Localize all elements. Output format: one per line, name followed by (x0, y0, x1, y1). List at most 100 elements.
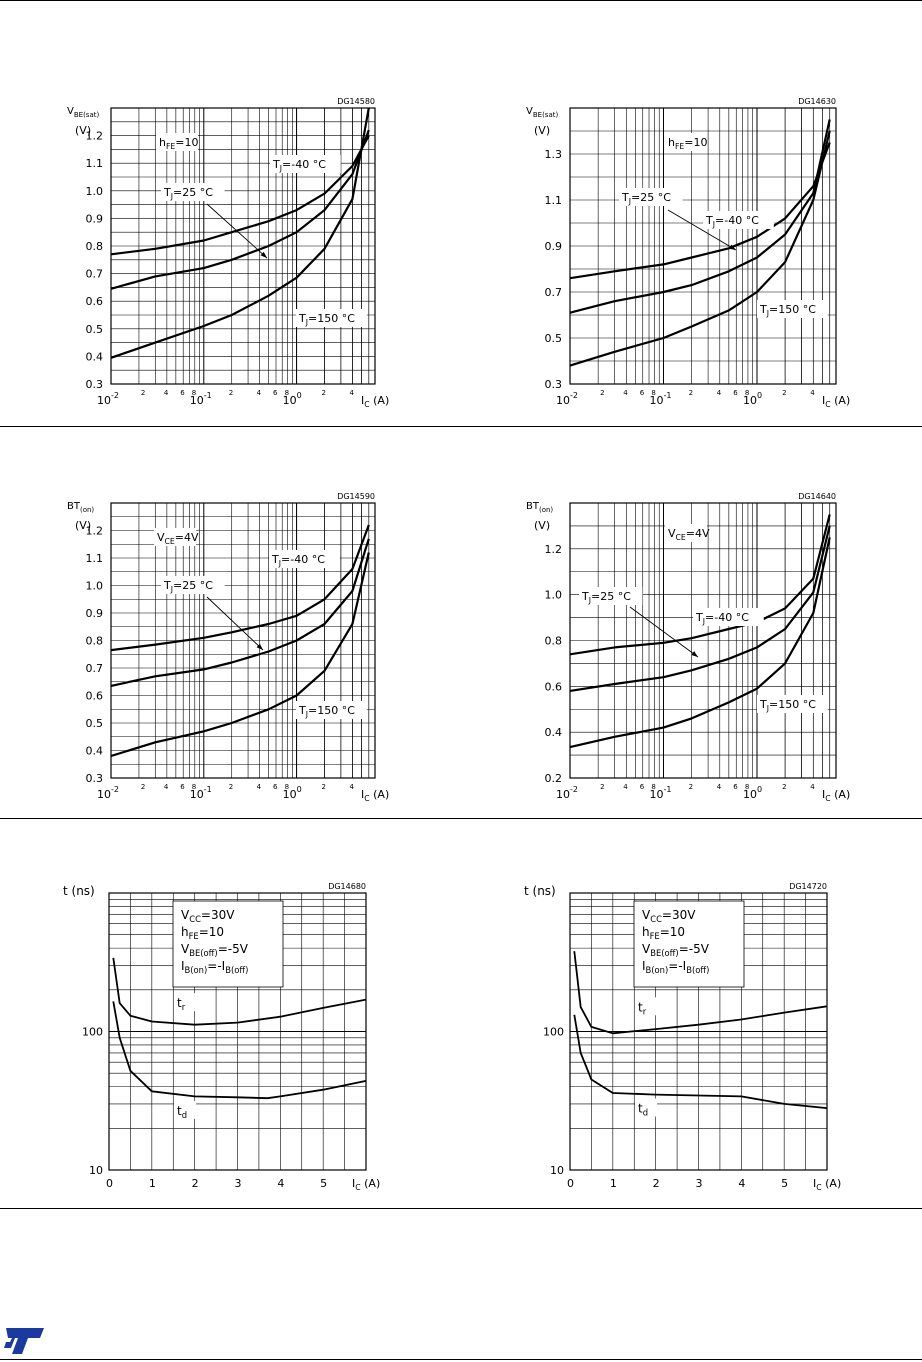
c2-y-tick-label: 0.7 (86, 662, 104, 675)
c2-x-minor-tick-label: 2 (229, 783, 233, 791)
c2-x-minor-tick-label: 6 (273, 783, 278, 791)
c1-note-1: TJ=25 °C (621, 191, 671, 206)
c1-note-2: TJ=-40 °C (705, 214, 759, 229)
c2-note-bg (161, 576, 225, 594)
c0-x-minor-tick-label: 4 (349, 389, 354, 397)
c2-y-tick-label: 0.8 (86, 635, 104, 648)
c3-x-minor-tick-label: 2 (600, 783, 604, 791)
c2-y-tick-label: 0.9 (86, 607, 104, 620)
c2-note-0: VCE=4V (157, 531, 199, 546)
c1-note-bg (619, 188, 683, 206)
c3-x-minor-tick-label: 4 (717, 783, 722, 791)
c5-legend-line-3: IB(on)=-IB(off) (642, 959, 709, 975)
c1-x-minor-tick-label: 2 (782, 389, 786, 397)
c4-x-tick-label: 4 (277, 1177, 284, 1190)
c3-y-tick-label: 0.4 (545, 726, 563, 739)
bottom-rule (0, 1359, 922, 1360)
c5-series-0-line (573, 951, 828, 1035)
c0-x-tick-label: 10-2 (97, 391, 119, 407)
c1-x-axis-label: IC (A) (822, 394, 850, 409)
c2-x-axis-label: IC (A) (361, 788, 389, 803)
c0-y-tick-label: 0.6 (86, 295, 104, 308)
c1-x-minor-tick-label: 8 (651, 389, 655, 397)
st-logo (4, 1328, 44, 1354)
c0-y-axis-unit: (V) (75, 124, 91, 137)
c1-x-minor-tick-label: 2 (689, 389, 693, 397)
c4-legend-box (172, 900, 284, 988)
c1-x-tick-label: 100 (743, 391, 762, 407)
c0-x-minor-tick-label: 4 (164, 389, 169, 397)
c2-note-bg (269, 550, 340, 568)
c5-x-tick-label: 1 (610, 1177, 617, 1190)
c3-series-0-line (569, 514, 831, 656)
c2-pointer-arrow (206, 596, 264, 651)
section-rule-2 (0, 818, 922, 819)
c1-x-minor-tick-label: 4 (717, 389, 722, 397)
c2-series-2-line (110, 552, 370, 758)
c5-legend-line-0: VCC=30V (642, 908, 696, 924)
c5-y-tick-label: 100 (543, 1026, 564, 1039)
c1-pointer-arrowhead (729, 244, 736, 250)
c0-x-tick-label: 10-1 (190, 391, 212, 407)
c1-y-tick-label: 0.5 (545, 332, 563, 345)
c2-y-tick-label: 1.2 (86, 525, 104, 538)
c4-x-tick-label: 1 (149, 1177, 156, 1190)
c2-series-1-line (110, 538, 370, 687)
c1-x-minor-tick-label: 8 (745, 389, 749, 397)
c4-label-bg (174, 993, 196, 1012)
c3-note-3: TJ=150 °C (759, 698, 816, 713)
c3-series-1-line (569, 525, 831, 692)
c3-note-1: TJ=25 °C (581, 590, 631, 605)
c2-y-axis-unit: (V) (75, 519, 91, 532)
c3-x-minor-tick-label: 4 (623, 783, 628, 791)
c3-y-tick-label: 1.0 (545, 589, 563, 602)
c4-y-axis-label: t (ns) (63, 884, 95, 898)
c3-x-axis-label: IC (A) (822, 788, 850, 803)
c0-x-minor-tick-label: 2 (229, 389, 233, 397)
c3-x-tick-label: 10-2 (556, 785, 578, 801)
c0-x-minor-tick-label: 2 (141, 389, 145, 397)
c0-y-tick-label: 1.1 (86, 157, 104, 170)
c3-series-2-line (569, 537, 831, 749)
c3-x-minor-tick-label: 6 (640, 783, 645, 791)
c3-note-bg (665, 524, 707, 542)
c2-figure-code: DG14590 (337, 492, 375, 501)
c0-note-bg (296, 309, 367, 327)
c3-note-bg (693, 608, 764, 626)
c3-note-2: TJ=-40 °C (695, 611, 749, 626)
c1-y-tick-label: 1.1 (545, 194, 563, 207)
c5-label-bg (635, 997, 657, 1016)
c1-x-minor-tick-label: 6 (640, 389, 645, 397)
c0-series-0-line (110, 135, 370, 256)
c0-series-1-line (110, 129, 370, 290)
c0-pointer-arrow (206, 203, 268, 259)
c1-note-bg (703, 211, 774, 229)
c3-x-minor-tick-label: 2 (689, 783, 693, 791)
c3-x-minor-tick-label: 6 (733, 783, 738, 791)
c1-x-minor-tick-label: 6 (733, 389, 738, 397)
c0-y-axis-label: VBE(sat) (67, 106, 99, 119)
c4-y-tick-label: 100 (82, 1026, 103, 1039)
top-rule (0, 0, 922, 1)
c5-x-tick-label: 0 (567, 1177, 574, 1190)
c3-y-tick-label: 0.6 (545, 680, 563, 693)
c2-note-2: TJ=25 °C (163, 579, 213, 594)
c4-x-axis-label: IC (A) (352, 1177, 380, 1192)
c0-note-2: TJ=25 °C (163, 186, 213, 201)
c5-curve-label-tr: tr (638, 1000, 647, 1016)
c3-y-tick-label: 0.8 (545, 635, 563, 648)
c3-note-bg (757, 695, 828, 713)
c1-note-bg (665, 133, 707, 151)
c0-y-tick-label: 0.8 (86, 240, 104, 253)
c0-y-tick-label: 0.3 (86, 378, 104, 391)
c4-curve-label-td: td (177, 1104, 187, 1120)
c1-note-0: hFE=10 (668, 136, 707, 151)
c2-note-bg (154, 528, 196, 546)
c2-note-1: TJ=-40 °C (271, 553, 325, 568)
c3-x-minor-tick-label: 2 (782, 783, 786, 791)
c0-x-minor-tick-label: 6 (180, 389, 185, 397)
c3-y-tick-label: 1.2 (545, 543, 563, 556)
c2-x-minor-tick-label: 8 (285, 783, 289, 791)
c2-x-tick-label: 10-2 (97, 785, 119, 801)
